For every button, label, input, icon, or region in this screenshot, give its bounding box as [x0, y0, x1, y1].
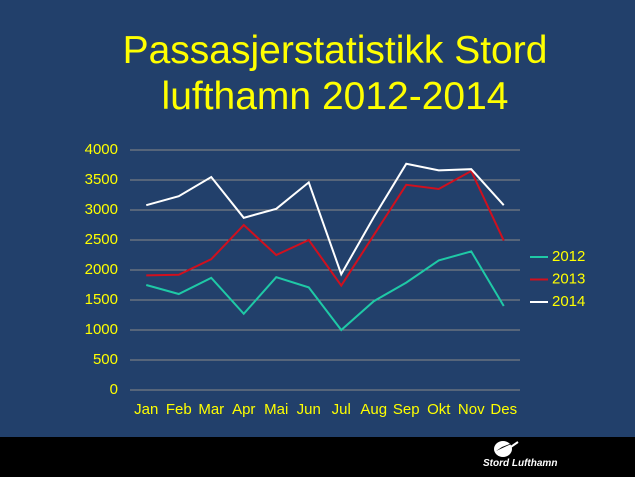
x-tick-label: Aug	[360, 401, 387, 418]
y-tick-label: 1000	[85, 321, 118, 338]
legend-label: 2013	[552, 270, 585, 287]
data-line	[145, 162, 505, 277]
legend-label: 2014	[552, 293, 585, 310]
data-line	[146, 169, 505, 288]
x-tick-label: Jan	[134, 401, 158, 418]
chart-title: Passasjerstatistikk Stord lufthamn 2012-…	[122, 29, 548, 118]
x-tick-label: Feb	[166, 401, 192, 418]
y-tick-label: 3500	[85, 171, 118, 188]
y-tick-label: 1500	[85, 291, 118, 308]
y-tick-label: 500	[93, 351, 118, 368]
data-line	[145, 250, 505, 332]
y-tick-label: 3000	[85, 201, 118, 218]
legend-label: 2012	[552, 248, 585, 265]
x-tick-label: Jun	[297, 401, 321, 418]
x-tick-label: Des	[490, 401, 517, 418]
x-tick-label: Apr	[232, 401, 255, 418]
x-tick-label: Nov	[458, 401, 485, 418]
y-tick-label: 0	[110, 381, 118, 398]
chart: 0 500 1000 1500 2000 2500 3000 3500 4000 Jan Feb Ma…	[85, 141, 586, 418]
y-tick-label: 2500	[85, 231, 118, 248]
x-tick-label: Mar	[198, 401, 224, 418]
y-tick-label: 2000	[85, 261, 118, 278]
y-tick-label: 4000	[85, 141, 118, 158]
x-tick-label: Sep	[393, 401, 420, 418]
x-tick-label: Mai	[264, 401, 288, 418]
logo-icon	[494, 440, 520, 457]
x-tick-label: Jul	[332, 401, 351, 418]
footer-bar: Stord Lufthamn	[0, 437, 635, 477]
x-tick-label: Okt	[427, 401, 451, 418]
logo-text: Stord Lufthamn	[483, 458, 558, 469]
